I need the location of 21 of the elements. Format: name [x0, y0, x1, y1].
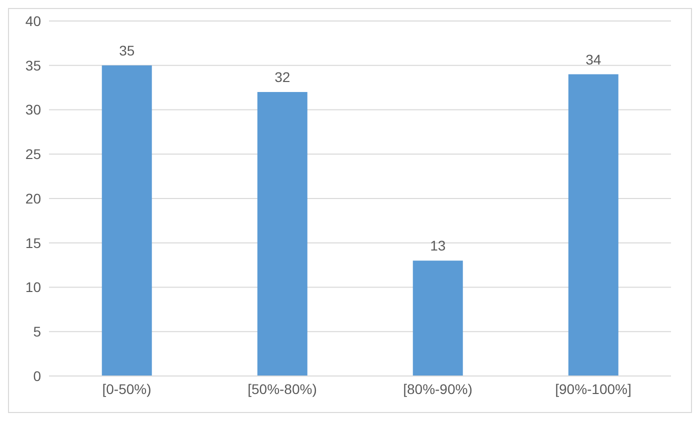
bar	[568, 74, 618, 376]
y-tick-label: 35	[25, 57, 42, 74]
bar	[257, 92, 308, 376]
bar	[412, 260, 463, 376]
y-tick-label: 30	[25, 102, 42, 118]
x-tick-label: [0-50%)	[102, 380, 152, 397]
y-tick-label: 0	[33, 368, 42, 384]
y-tick-label: 15	[25, 234, 42, 251]
y-tick-label: 5	[33, 324, 42, 340]
x-tick-label: [90%-100%]	[555, 380, 632, 397]
data-label: 13	[430, 238, 446, 254]
data-label: 34	[586, 51, 602, 68]
x-tick-label: [50%-80%)	[248, 380, 317, 397]
y-tick-label: 10	[25, 279, 42, 296]
y-tick-label: 20	[25, 190, 42, 206]
x-tick-label: [80%-90%)	[403, 380, 472, 397]
y-tick-label: 40	[25, 12, 42, 29]
y-tick-label: 25	[25, 146, 42, 162]
bar	[102, 65, 152, 376]
data-label: 35	[119, 42, 135, 58]
data-label: 32	[274, 69, 290, 85]
